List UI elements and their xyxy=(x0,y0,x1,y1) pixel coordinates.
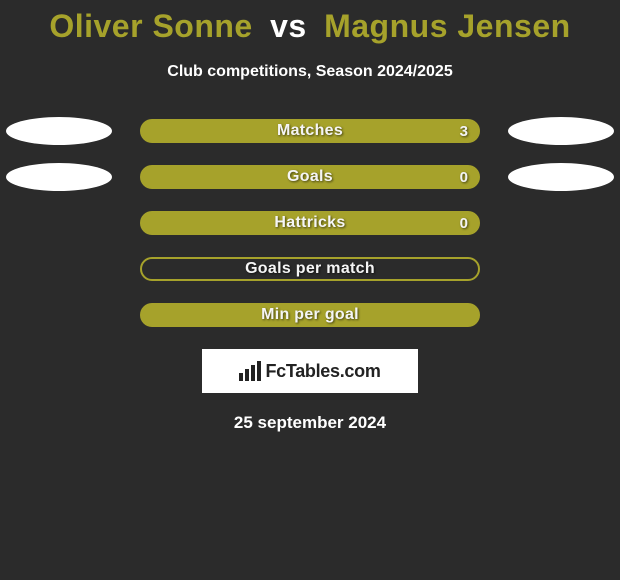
stat-label: Matches xyxy=(277,122,343,140)
stat-label: Goals per match xyxy=(245,260,375,278)
page-title: Oliver Sonne vs Magnus Jensen xyxy=(49,8,570,45)
vs-text: vs xyxy=(270,8,307,44)
stat-row: Matches 3 xyxy=(0,119,620,143)
stat-row: Min per goal xyxy=(0,303,620,327)
stat-label: Goals xyxy=(287,168,333,186)
stat-value-right: 3 xyxy=(460,123,468,140)
player1-oval xyxy=(6,163,112,191)
logo-text: FcTables.com xyxy=(265,361,380,382)
date-text: 25 september 2024 xyxy=(234,413,386,433)
stat-row: Goals 0 xyxy=(0,165,620,189)
stat-bar: Matches 3 xyxy=(140,119,480,143)
player2-oval xyxy=(508,163,614,191)
stat-row: Goals per match xyxy=(0,257,620,281)
player2-name: Magnus Jensen xyxy=(324,8,571,44)
stat-label: Hattricks xyxy=(274,214,345,232)
stat-bar: Goals per match xyxy=(140,257,480,281)
stat-bar: Goals 0 xyxy=(140,165,480,189)
player1-name: Oliver Sonne xyxy=(49,8,252,44)
player1-oval xyxy=(6,117,112,145)
bar-chart-icon xyxy=(239,361,261,381)
stat-bar: Hattricks 0 xyxy=(140,211,480,235)
player2-oval xyxy=(508,117,614,145)
stat-row: Hattricks 0 xyxy=(0,211,620,235)
stat-bar: Min per goal xyxy=(140,303,480,327)
logo-box: FcTables.com xyxy=(202,349,418,393)
stat-label: Min per goal xyxy=(261,306,359,324)
stats-container: Matches 3 Goals 0 Hattricks 0 Goals per match M… xyxy=(0,119,620,327)
stat-value-right: 0 xyxy=(460,215,468,232)
stat-value-right: 0 xyxy=(460,169,468,186)
subtitle: Club competitions, Season 2024/2025 xyxy=(167,63,452,81)
